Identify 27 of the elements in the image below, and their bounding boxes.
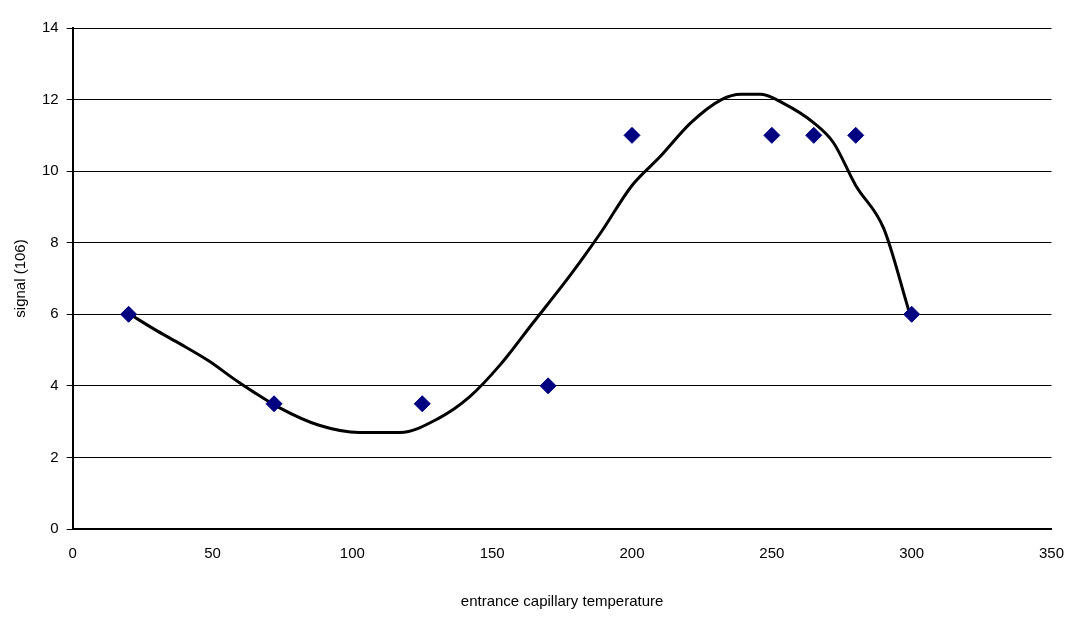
point [805,126,823,144]
point [623,126,641,144]
point [265,395,283,413]
y-tick-label: 12 [42,89,59,107]
x-tick-label: 50 [204,544,221,562]
x-tick-label: 150 [479,544,505,562]
y-tick-label: 10 [42,161,59,179]
x-tick-label: 100 [339,544,365,562]
x-tick-label: 200 [619,544,645,562]
point [903,305,921,323]
y-axis-title: signal (106) [11,239,29,318]
point [763,126,781,144]
y-tick-label: 4 [50,376,59,393]
x-axis-title: entrance capillary temperature [460,592,664,610]
y-tick-label: 2 [50,447,59,465]
point [120,305,138,323]
x-tick-label: 300 [899,544,925,562]
y-tick-label: 8 [50,232,59,250]
point [539,377,557,395]
y-tick-label: 14 [42,18,59,36]
point [413,395,431,413]
x-tick-label: 0 [68,544,77,562]
y-tick-label: 0 [50,519,59,537]
x-tick-label: 350 [1038,544,1064,562]
point [847,126,865,144]
y-tick-label: 6 [50,304,59,322]
x-tick-label: 250 [759,544,785,562]
